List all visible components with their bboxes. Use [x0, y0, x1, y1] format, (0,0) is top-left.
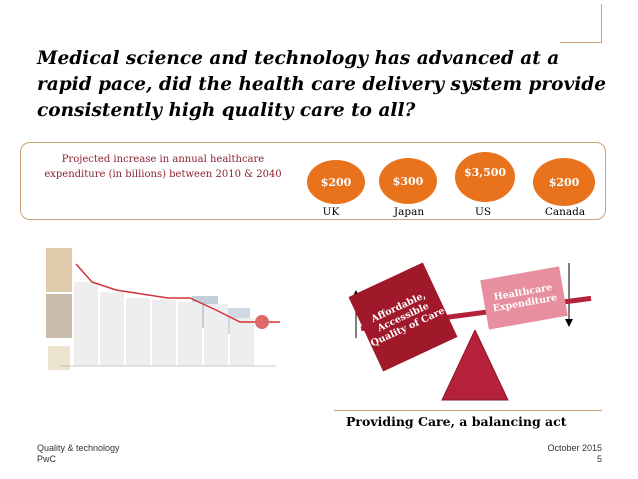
- down-arrow-icon: [564, 263, 574, 331]
- country-japan: Japan: [393, 206, 425, 218]
- value-canada: $200: [548, 175, 580, 189]
- photo-thumb-2: [46, 294, 72, 338]
- footer-left: Quality & technology PwC: [37, 443, 120, 465]
- footer-company: PwC: [37, 454, 57, 464]
- fulcrum-graphic: [441, 328, 509, 401]
- footer-page-number: 5: [596, 454, 602, 464]
- country-uk: UK: [322, 206, 340, 218]
- bar-columns: [74, 282, 254, 366]
- value-uk: $200: [320, 175, 352, 189]
- bar-2007: [74, 282, 98, 366]
- bar-2008: [100, 292, 124, 366]
- country-canada: Canada: [544, 206, 586, 218]
- corner-line-vertical: [601, 4, 602, 42]
- bar-2010: [152, 300, 176, 366]
- down-arrow-graphic: [565, 263, 573, 327]
- right-weight-box: Healthcare Expenditure: [480, 266, 568, 330]
- value-circle-canada: $200: [533, 158, 595, 206]
- corner-line-horizontal: [560, 42, 602, 43]
- caption-rule: [334, 410, 602, 411]
- footer-right: October 2015 5: [520, 443, 602, 465]
- slide-title: Medical science and technology has advan…: [37, 48, 606, 121]
- projection-panel: [20, 142, 606, 220]
- value-japan: $300: [392, 174, 424, 188]
- footer-section: Quality & technology: [37, 443, 120, 453]
- fulcrum-triangle-icon: [440, 328, 510, 406]
- left-weight-label: Affordable, Accessible Quality of Care: [368, 289, 447, 349]
- bar-2009: [126, 298, 150, 366]
- right-weight-label: Healthcare Expenditure: [491, 282, 558, 315]
- value-circle-japan: $300: [379, 158, 437, 204]
- coin-stack: [48, 346, 70, 370]
- value-circle-uk: $200: [307, 160, 365, 204]
- bar-2011: [178, 302, 202, 366]
- value-circle-us: $3,500: [455, 152, 515, 202]
- trend-chart-graphic: [40, 238, 290, 407]
- bar-2012: [204, 304, 228, 366]
- bar-2013: [230, 318, 254, 366]
- photo-thumb-1: [46, 248, 72, 292]
- end-marker: [255, 315, 269, 329]
- projection-label: Projected increase in annual healthcare …: [44, 154, 282, 180]
- footer-date: October 2015: [547, 443, 602, 453]
- balance-caption: Providing Care, a balancing act: [346, 414, 567, 429]
- trend-line: [75, 263, 280, 323]
- value-us: $3,500: [463, 166, 507, 179]
- trend-chart-image: [40, 238, 290, 407]
- country-us: US: [474, 206, 492, 218]
